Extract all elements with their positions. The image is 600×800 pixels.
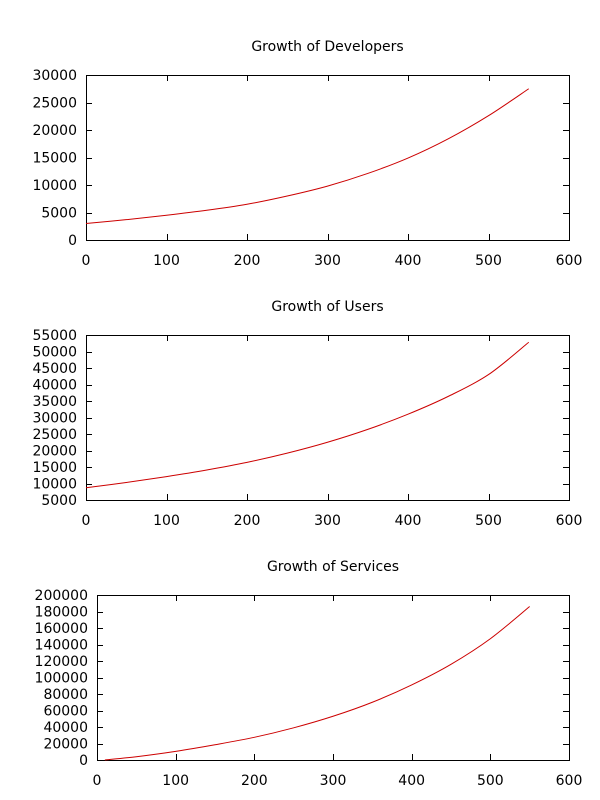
x-tick-label: 500 — [477, 773, 504, 789]
y-tick-label: 30000 — [32, 68, 77, 84]
x-tick-label: 400 — [395, 513, 422, 529]
x-tick-label: 300 — [320, 773, 347, 789]
y-tick-label: 160000 — [35, 621, 88, 637]
y-tick-label: 200000 — [35, 588, 88, 604]
y-tick-label: 25000 — [32, 427, 77, 443]
x-tick-label: 200 — [234, 253, 261, 269]
x-tick-label: 0 — [93, 773, 102, 789]
x-tick-label: 0 — [82, 253, 91, 269]
y-tick-label: 20000 — [32, 444, 77, 460]
chart-panel-2: Growth of Users 0 100 200 300 400 500 600 500010… — [32, 299, 582, 529]
chart-panel-1: Growth of Developers 0 100 200 300 400 500 600 0… — [32, 39, 582, 269]
y-tick-label: 120000 — [35, 654, 88, 670]
y-tick-label: 80000 — [43, 687, 88, 703]
series-line-1 — [85, 341, 530, 489]
series-line-1 — [85, 88, 530, 224]
y-tick-label: 5000 — [41, 206, 77, 222]
y-tick-label: 50000 — [32, 345, 77, 361]
chart-title: Growth of Users — [271, 299, 383, 315]
chart-title: Growth of Services — [267, 559, 399, 575]
x-tick-label: 0 — [82, 513, 91, 529]
x-tick-label: 400 — [398, 773, 425, 789]
y-tick-label: 15000 — [32, 460, 77, 476]
x-tick-label: 600 — [556, 773, 583, 789]
y-tick-label: 40000 — [43, 720, 88, 736]
plot-frame — [86, 335, 570, 501]
y-tick-label: 100000 — [35, 671, 88, 687]
x-tick-label: 200 — [234, 513, 261, 529]
y-tick-label: 55000 — [32, 328, 77, 344]
x-tick-label: 500 — [475, 253, 502, 269]
plot-frame — [97, 595, 570, 761]
y-tick-label: 45000 — [32, 361, 77, 377]
y-tick-label: 5000 — [41, 493, 77, 509]
y-tick-label: 15000 — [32, 151, 77, 167]
x-tick-label: 600 — [556, 513, 583, 529]
x-tick-label: 300 — [314, 513, 341, 529]
y-tick-label: 180000 — [35, 605, 88, 621]
y-tick-label: 140000 — [35, 638, 88, 654]
y-tick-label: 40000 — [32, 378, 77, 394]
x-tick-label: 100 — [153, 253, 180, 269]
x-tick-label: 600 — [556, 253, 583, 269]
series-line-1 — [104, 606, 530, 761]
chart-title: Growth of Developers — [251, 39, 403, 55]
x-tick-label: 100 — [162, 773, 189, 789]
y-tick-label: 10000 — [32, 178, 77, 194]
y-tick-label: 30000 — [32, 411, 77, 427]
x-tick-label: 200 — [241, 773, 268, 789]
y-tick-label: 0 — [68, 233, 77, 249]
y-tick-label: 25000 — [32, 96, 77, 112]
y-tick-label: 60000 — [43, 704, 88, 720]
y-tick-label: 10000 — [32, 477, 77, 493]
x-tick-label: 400 — [395, 253, 422, 269]
y-tick-label: 20000 — [32, 123, 77, 139]
x-tick-label: 300 — [314, 253, 341, 269]
y-tick-label: 35000 — [32, 394, 77, 410]
x-tick-label: 100 — [153, 513, 180, 529]
y-tick-label: 20000 — [43, 737, 88, 753]
y-tick-label: 0 — [79, 753, 88, 769]
x-tick-label: 500 — [475, 513, 502, 529]
